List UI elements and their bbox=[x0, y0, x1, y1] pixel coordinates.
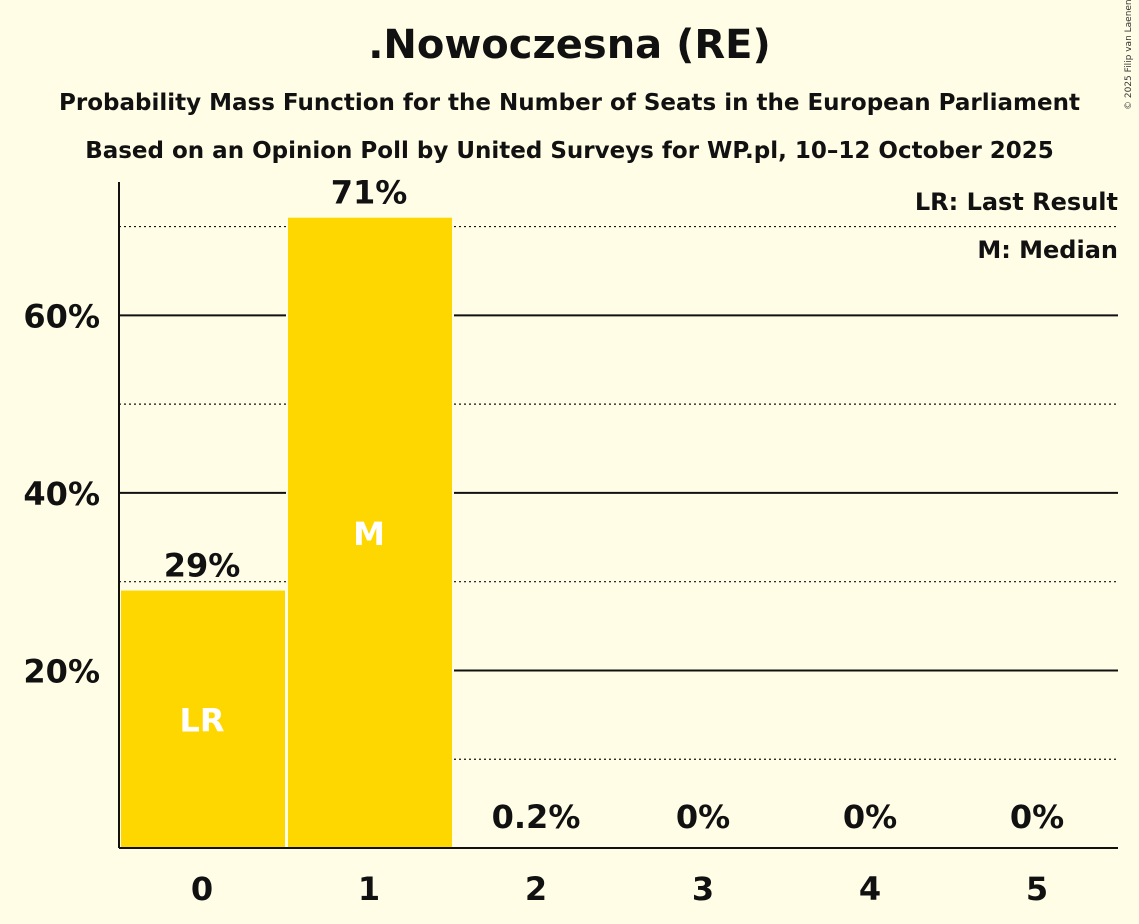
x-tick-label: 4 bbox=[859, 870, 881, 908]
value-label: 0% bbox=[1010, 798, 1064, 836]
value-label: 0% bbox=[843, 798, 897, 836]
x-tick-label: 1 bbox=[358, 870, 380, 908]
value-label: 29% bbox=[164, 547, 241, 585]
value-label: 71% bbox=[331, 174, 408, 212]
value-label: 0.2% bbox=[492, 798, 581, 836]
legend-median: M: Median bbox=[977, 236, 1118, 264]
y-tick-label: 40% bbox=[23, 475, 100, 513]
y-tick-label: 60% bbox=[23, 297, 100, 335]
y-tick-label: 20% bbox=[23, 652, 100, 690]
value-label: 0% bbox=[676, 798, 730, 836]
x-tick-label: 2 bbox=[525, 870, 547, 908]
bar-seats-0 bbox=[121, 590, 285, 848]
x-tick-label: 3 bbox=[692, 870, 714, 908]
legend-last-result: LR: Last Result bbox=[915, 188, 1118, 216]
chart-source-subtitle: Based on an Opinion Poll by United Surve… bbox=[85, 138, 1054, 164]
bar-seats-1 bbox=[288, 217, 452, 848]
x-tick-label: 0 bbox=[191, 870, 213, 908]
x-tick-label: 5 bbox=[1026, 870, 1048, 908]
chart-subtitle: Probability Mass Function for the Number… bbox=[59, 90, 1080, 116]
chart-title: .Nowoczesna (RE) bbox=[368, 22, 771, 68]
bar-marker-m: M bbox=[353, 515, 385, 553]
bar-marker-lr: LR bbox=[179, 701, 224, 739]
